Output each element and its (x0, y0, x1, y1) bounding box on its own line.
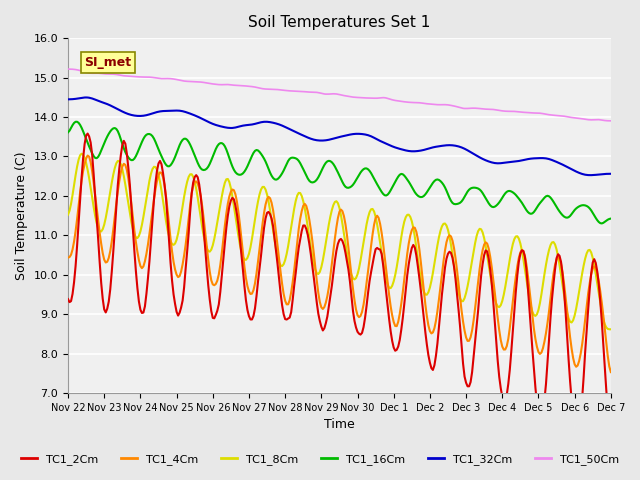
X-axis label: Time: Time (324, 419, 355, 432)
Y-axis label: Soil Temperature (C): Soil Temperature (C) (15, 151, 28, 280)
Title: Soil Temperatures Set 1: Soil Temperatures Set 1 (248, 15, 431, 30)
Text: SI_met: SI_met (84, 56, 131, 69)
Legend: TC1_2Cm, TC1_4Cm, TC1_8Cm, TC1_16Cm, TC1_32Cm, TC1_50Cm: TC1_2Cm, TC1_4Cm, TC1_8Cm, TC1_16Cm, TC1… (16, 450, 624, 469)
